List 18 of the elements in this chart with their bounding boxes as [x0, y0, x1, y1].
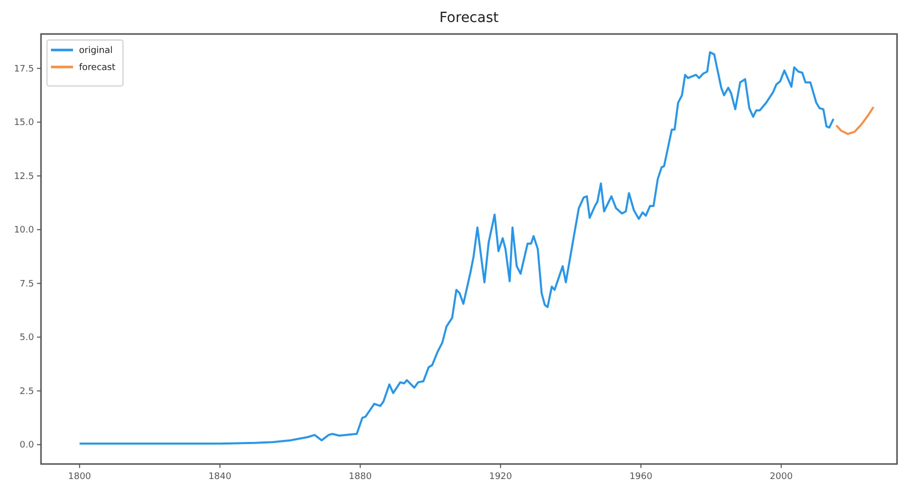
- y-tick-label: 15.0: [14, 118, 34, 128]
- x-tick-label: 1840: [208, 472, 232, 482]
- y-tick-label: 12.5: [14, 172, 34, 182]
- y-tick-label: 10.0: [14, 226, 34, 236]
- x-tick-label: 1880: [348, 472, 372, 482]
- y-tick-label: 2.5: [20, 386, 34, 397]
- x-tick-label: 1960: [629, 472, 653, 482]
- y-tick-label: 7.5: [20, 279, 34, 290]
- y-tick-label: 5.0: [20, 333, 34, 344]
- legend-label: forecast: [79, 63, 116, 73]
- x-tick-label: 2000: [770, 472, 793, 482]
- chart-title: Forecast: [439, 10, 500, 26]
- x-tick-label: 1920: [489, 472, 512, 482]
- y-tick-label: 0.0: [20, 440, 34, 451]
- y-tick-label: 17.5: [14, 64, 34, 74]
- line-series: [835, 106, 874, 135]
- legend-label: original: [79, 46, 113, 56]
- x-tick-label: 1800: [68, 472, 92, 482]
